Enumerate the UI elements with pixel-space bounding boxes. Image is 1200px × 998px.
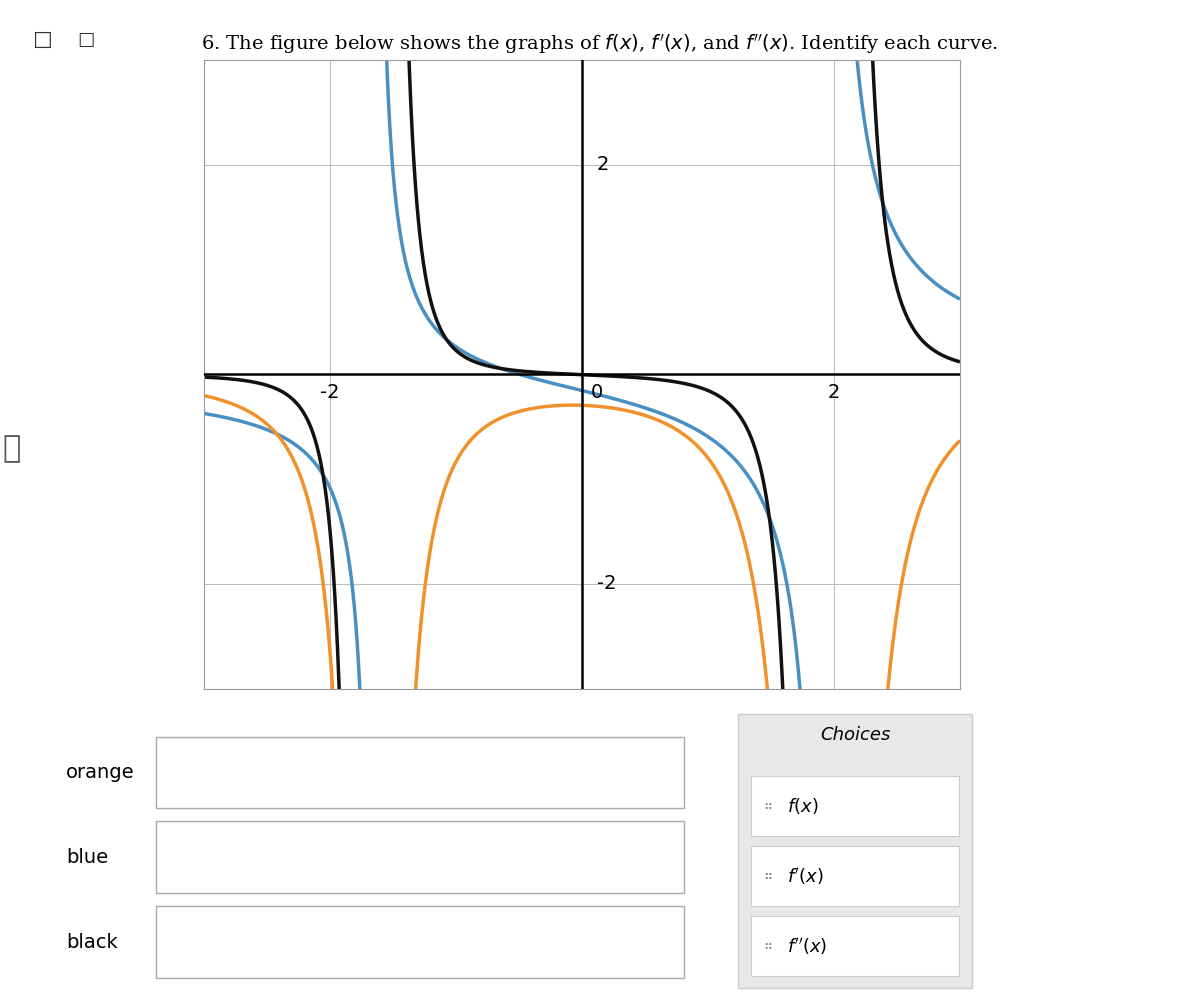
Text: ⠶: ⠶ bbox=[763, 799, 773, 813]
Text: ⠶: ⠶ bbox=[763, 869, 773, 883]
Text: $f'(x)$: $f'(x)$ bbox=[787, 865, 824, 887]
Text: black: black bbox=[66, 932, 118, 952]
Text: orange: orange bbox=[66, 762, 134, 782]
Text: -2: -2 bbox=[320, 382, 340, 401]
Text: $f''(x)$: $f''(x)$ bbox=[787, 935, 828, 957]
Text: ☐: ☐ bbox=[32, 32, 52, 52]
Text: 6. The figure below shows the graphs of $f(x)$, $f'(x)$, and $f''(x)$. Identify : 6. The figure below shows the graphs of … bbox=[202, 32, 998, 56]
Text: 2: 2 bbox=[598, 155, 610, 175]
Text: $f(x)$: $f(x)$ bbox=[787, 796, 818, 816]
Text: blue: blue bbox=[66, 847, 108, 867]
Text: 2: 2 bbox=[828, 382, 840, 401]
Text: 0: 0 bbox=[590, 382, 604, 401]
Text: ☐: ☐ bbox=[78, 32, 95, 51]
Text: -2: -2 bbox=[598, 574, 617, 594]
Text: ⠶: ⠶ bbox=[763, 939, 773, 953]
Text: Choices: Choices bbox=[820, 726, 890, 744]
Text: 〉: 〉 bbox=[2, 434, 22, 464]
